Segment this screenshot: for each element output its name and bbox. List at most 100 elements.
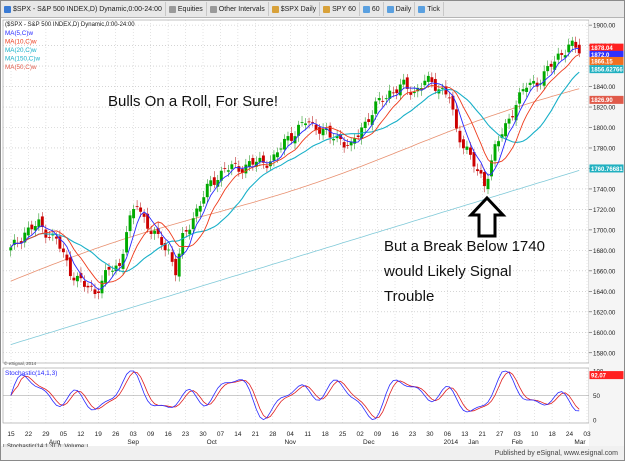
candle-body — [23, 232, 27, 243]
magnifier-icon — [271, 5, 279, 13]
daily-button[interactable]: Daily — [384, 2, 416, 16]
candle-body — [528, 82, 532, 85]
candle-body — [465, 146, 469, 150]
time-tick-label: 05 — [60, 431, 68, 438]
candle-body — [556, 53, 560, 60]
price-pane — [2, 19, 590, 364]
price-tick-label: 1680.00 — [593, 248, 616, 255]
candle-body — [40, 216, 44, 227]
stoch-tick-label: 0 — [593, 418, 597, 425]
candle-body — [268, 161, 272, 167]
candle-body — [514, 105, 518, 121]
candle-body — [188, 229, 192, 235]
candle-body — [254, 161, 258, 167]
candle-body — [261, 155, 265, 163]
candle-body — [349, 141, 353, 146]
time-tick-label: 06 — [444, 431, 452, 438]
candle-body — [395, 89, 399, 94]
candle-body — [518, 92, 522, 104]
candle-body — [286, 136, 290, 141]
candle-body — [377, 98, 381, 101]
candle-body — [370, 115, 374, 125]
candle-body — [82, 281, 86, 287]
spy-interval-label: 60 — [348, 5, 356, 13]
candle-body — [167, 249, 171, 251]
time-tick-label: 23 — [182, 431, 190, 438]
candle-body — [304, 123, 307, 126]
price-badge — [589, 95, 624, 104]
tick-label: Tick — [427, 5, 440, 13]
candle-body — [170, 252, 174, 262]
daily-label: Daily — [395, 5, 412, 13]
chart-area[interactable]: 1900.001880.001860.001840.001820.001800.… — [1, 18, 624, 452]
other-intervals-button[interactable]: Other Intervals — [207, 2, 269, 16]
candle-body — [440, 88, 444, 89]
stoch-badge — [589, 371, 624, 380]
candle-body — [542, 71, 546, 86]
dropdown-icon — [209, 5, 217, 13]
month-label: 2014 — [444, 439, 459, 446]
time-tick-label: 30 — [426, 431, 434, 438]
time-tick-label: 18 — [548, 431, 556, 438]
candle-body — [58, 236, 62, 249]
interval-60-button[interactable]: 60 — [360, 2, 384, 16]
candle-body — [423, 80, 427, 86]
candle-body — [297, 124, 300, 136]
candle-body — [198, 205, 202, 212]
ma-legend-label: MA(150,C)w — [5, 56, 40, 63]
time-tick-label: 24 — [566, 431, 574, 438]
candle-body — [405, 77, 409, 89]
price-badge-label: 1826.90 — [591, 98, 613, 104]
price-tick-label: 1900.00 — [593, 23, 616, 30]
candle-body — [493, 144, 497, 161]
spy-button[interactable]: SPY 60 — [320, 2, 360, 16]
candle-body — [563, 55, 567, 58]
time-tick-label: 28 — [269, 431, 277, 438]
candle-body — [30, 224, 34, 230]
candle-body — [483, 172, 486, 187]
candle-body — [412, 91, 416, 94]
candle-body — [444, 86, 448, 95]
candle-body — [90, 285, 93, 287]
candle-body — [247, 161, 251, 167]
candle-body — [314, 124, 318, 131]
candle-body — [104, 270, 107, 283]
candle-body — [374, 101, 378, 114]
time-tick-label: 09 — [374, 431, 382, 438]
candle-body — [233, 162, 237, 164]
time-tick-label: 21 — [252, 431, 260, 438]
candle-body — [97, 291, 100, 293]
publisher-credit: Published by eSignal, www.esignal.com — [494, 450, 618, 457]
time-tick-label: 03 — [514, 431, 522, 438]
time-tick-label: 09 — [147, 431, 155, 438]
price-tick-label: 1740.00 — [593, 186, 616, 193]
candle-body — [332, 138, 336, 141]
other-intervals-label: Other Intervals — [218, 5, 265, 13]
candle-body — [486, 178, 490, 190]
spy-label: SPY — [332, 5, 347, 13]
ma5-line — [10, 47, 580, 291]
candle-body — [546, 66, 550, 72]
candle-body — [68, 257, 72, 277]
candle-body — [553, 61, 557, 70]
tick-button[interactable]: Tick — [415, 2, 444, 16]
candle-body — [244, 164, 248, 174]
stoch-d-line — [10, 371, 580, 419]
month-label: Mar — [574, 439, 586, 446]
equities-button[interactable]: Equities — [166, 2, 207, 16]
magnifier-icon — [323, 5, 331, 13]
spx-daily-button[interactable]: $SPX Daily — [269, 2, 321, 16]
price-chart-svg[interactable]: 1900.001880.001860.001840.001820.001800.… — [1, 18, 624, 446]
candle-body — [335, 135, 339, 139]
candle-body — [521, 89, 525, 92]
ma-legend-label: MA(50,C)w — [5, 64, 37, 71]
price-badge — [589, 65, 624, 74]
time-tick-label: 14 — [234, 431, 242, 438]
stoch-tick-label: 50 — [593, 393, 600, 400]
month-label: Aug — [49, 439, 61, 446]
time-tick-label: 07 — [217, 431, 225, 438]
price-badge — [589, 56, 624, 65]
symbol-title-button[interactable]: $SPX - S&P 500 INDEX,D) Dynamic,0:00-24:… — [1, 2, 166, 16]
candle-body — [146, 213, 150, 229]
candle-body — [107, 266, 111, 270]
